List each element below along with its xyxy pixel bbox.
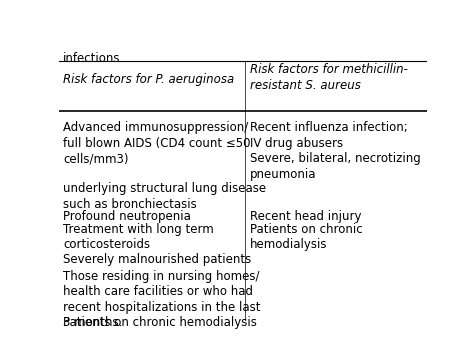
Text: Profound neutropenia: Profound neutropenia — [63, 210, 191, 223]
Text: underlying structural lung disease
such as bronchiectasis: underlying structural lung disease such … — [63, 182, 266, 211]
Text: Recent influenza infection;
IV drug abusers
Severe, bilateral, necrotizing
pneum: Recent influenza infection; IV drug abus… — [250, 121, 421, 180]
Text: Patients on chronic
hemodialysis: Patients on chronic hemodialysis — [250, 223, 363, 251]
Text: Risk factors for methicillin-
resistant S. aureus: Risk factors for methicillin- resistant … — [250, 63, 408, 92]
Text: Those residing in nursing homes/
health care facilities or who had
recent hospit: Those residing in nursing homes/ health … — [63, 270, 260, 329]
Text: Risk factors for P. aeruginosa: Risk factors for P. aeruginosa — [63, 73, 234, 86]
Text: Patients on chronic hemodialysis: Patients on chronic hemodialysis — [63, 316, 257, 329]
Text: Recent head injury: Recent head injury — [250, 210, 362, 223]
Text: Advanced immunosuppression/
full blown AIDS (CD4 count ≤50
cells/mm3): Advanced immunosuppression/ full blown A… — [63, 121, 250, 165]
Text: infections: infections — [63, 52, 120, 65]
Text: Treatment with long term
corticosteroids: Treatment with long term corticosteroids — [63, 223, 214, 251]
Text: Severely malnourished patients: Severely malnourished patients — [63, 253, 251, 266]
